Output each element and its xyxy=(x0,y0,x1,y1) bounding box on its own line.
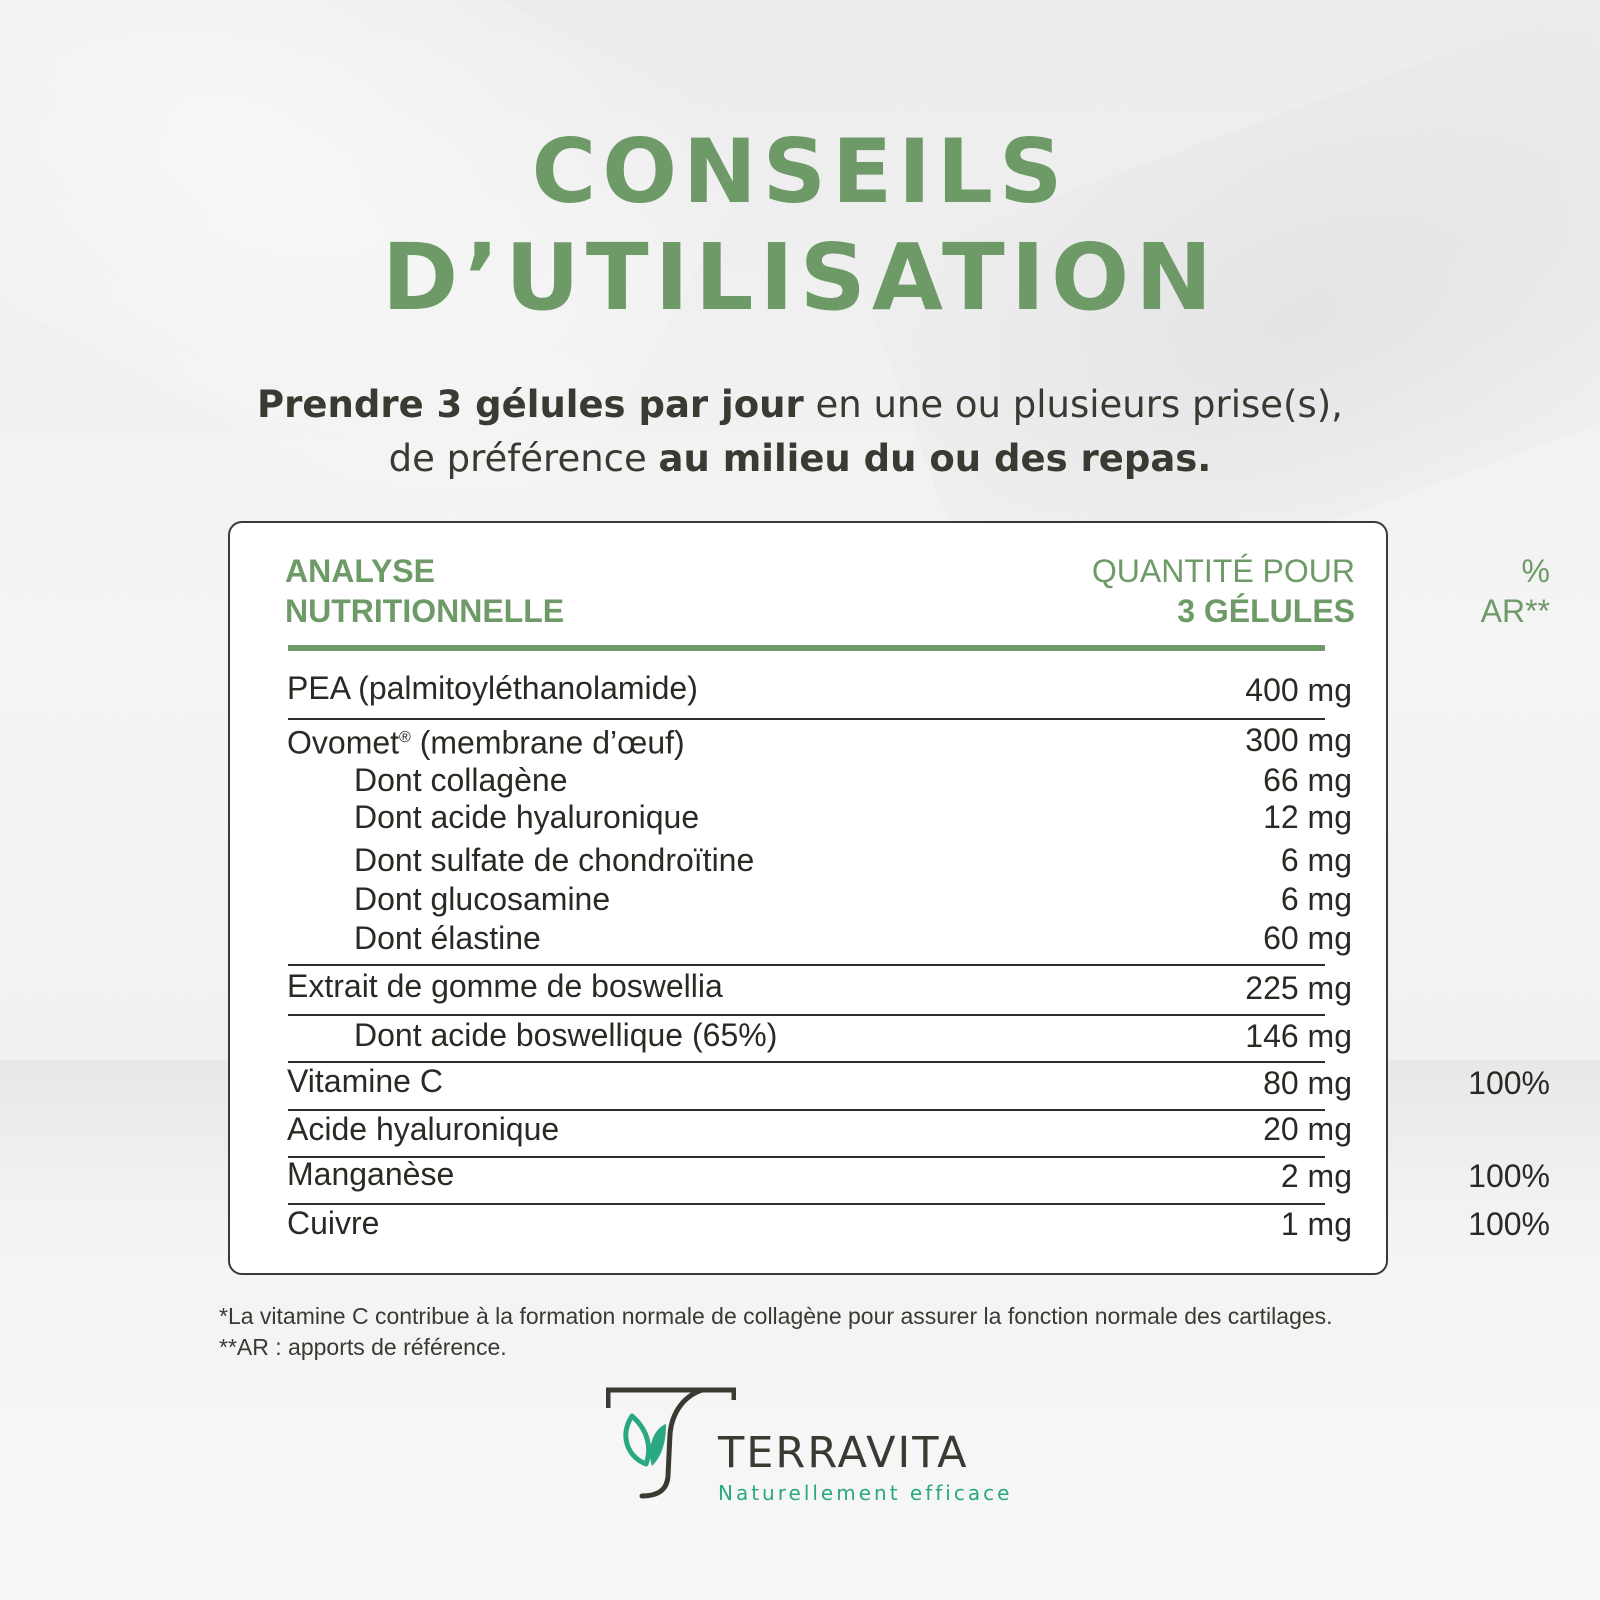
row-divider xyxy=(288,1156,1325,1158)
row-reference-intake: 100% xyxy=(1468,1206,1550,1242)
brand-tagline: Naturellement efficace xyxy=(718,1481,1013,1505)
row-quantity: 1 mg xyxy=(1280,1206,1352,1242)
footnote-vitamin-c: *La vitamine C contribue à la formation … xyxy=(219,1303,1333,1329)
row-name: Dont collagène xyxy=(354,762,568,798)
header-quantity: QUANTITÉ POUR 3 GÉLULES xyxy=(1091,553,1355,629)
row-divider xyxy=(288,964,1325,966)
row-quantity: 6 mg xyxy=(1280,881,1352,917)
row-quantity: 80 mg xyxy=(1263,1065,1352,1101)
row-reference-intake: 100% xyxy=(1468,1065,1550,1101)
row-name: Dont glucosamine xyxy=(354,881,611,917)
usage-timing: au milieu du ou des repas. xyxy=(658,437,1212,480)
usage-instruction-line1: Prendre 3 gélules par jour en une ou plu… xyxy=(0,386,1600,423)
page-title-line2: D’UTILISATION xyxy=(381,224,1219,331)
row-name: Cuivre xyxy=(287,1205,380,1241)
row-name: Vitamine C xyxy=(287,1063,443,1099)
row-quantity: 2 mg xyxy=(1280,1158,1352,1194)
row-quantity: 60 mg xyxy=(1263,920,1352,956)
row-name: Extrait de gomme de boswellia xyxy=(287,968,723,1004)
usage-preference: de préférence xyxy=(388,437,659,480)
usage-dose: Prendre 3 gélules par jour xyxy=(257,383,804,426)
footnote-reference-intake: **AR : apports de référence. xyxy=(219,1334,507,1360)
page-title-line1: CONSEILS xyxy=(531,120,1069,223)
row-divider xyxy=(288,1061,1325,1063)
registered-mark: ® xyxy=(399,729,411,746)
row-quantity: 66 mg xyxy=(1263,762,1352,798)
row-name: Dont acide boswellique (65%) xyxy=(354,1017,778,1053)
row-name: Dont acide hyaluronique xyxy=(354,799,700,835)
brand-name: TERRAVITA xyxy=(718,1428,969,1478)
usage-instruction-line2: de préférence au milieu du ou des repas. xyxy=(0,440,1600,477)
row-divider xyxy=(288,1014,1325,1016)
row-divider xyxy=(288,1109,1325,1111)
row-reference-intake: 100% xyxy=(1468,1158,1550,1194)
nutrition-table: ANALYSE NUTRITIONNELLE QUANTITÉ POUR 3 G… xyxy=(228,521,1550,1275)
row-quantity: 225 mg xyxy=(1245,970,1352,1006)
header-divider xyxy=(288,645,1325,651)
t-leaf-logo-icon xyxy=(606,1387,736,1499)
row-quantity: 400 mg xyxy=(1245,672,1352,708)
row-quantity: 12 mg xyxy=(1263,799,1352,835)
row-divider xyxy=(288,1203,1325,1205)
row-name: Ovomet® (membrane d’œuf) xyxy=(287,724,685,761)
row-quantity: 20 mg xyxy=(1263,1111,1352,1147)
header-analysis: ANALYSE NUTRITIONNELLE xyxy=(285,553,565,629)
row-quantity: 6 mg xyxy=(1280,842,1352,878)
row-divider xyxy=(288,718,1325,720)
row-name: Acide hyaluronique xyxy=(287,1111,560,1147)
row-quantity: 146 mg xyxy=(1245,1018,1352,1054)
row-name: Dont sulfate de chondroïtine xyxy=(354,842,755,878)
row-quantity: 300 mg xyxy=(1245,722,1352,758)
row-name: Manganèse xyxy=(287,1156,455,1192)
header-reference-intake: % AR** xyxy=(1480,553,1550,629)
row-name: Dont élastine xyxy=(354,920,541,956)
usage-intakes: en une ou plusieurs prise(s), xyxy=(803,383,1343,426)
row-name: PEA (palmitoyléthanolamide) xyxy=(287,670,698,706)
